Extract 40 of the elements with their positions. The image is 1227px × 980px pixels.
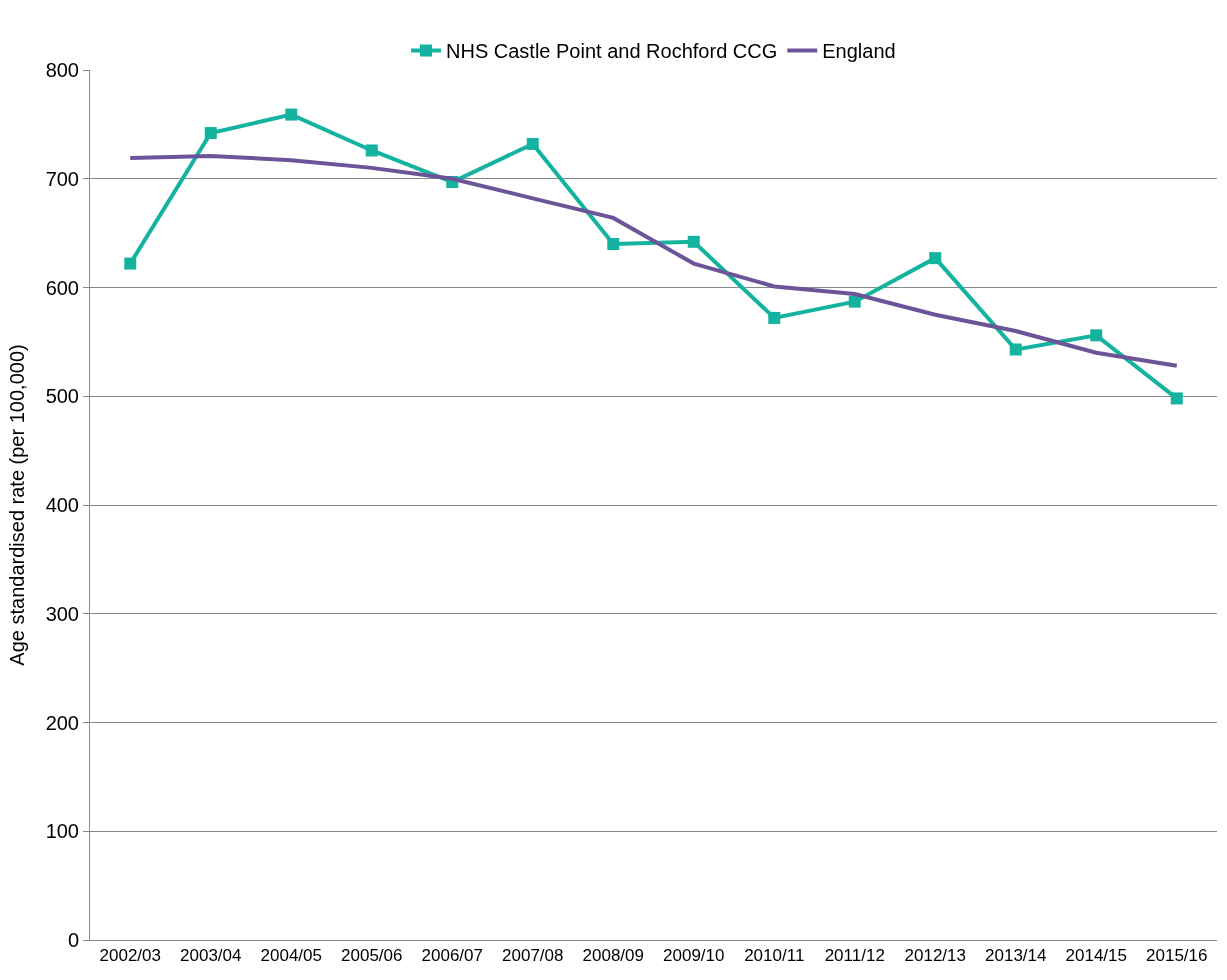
y-tick-label: 500 xyxy=(45,385,79,408)
point xyxy=(768,311,781,324)
point xyxy=(848,295,861,308)
point xyxy=(124,257,137,270)
y-tick-label: 400 xyxy=(45,494,79,516)
x-tick-label: 2003/04 xyxy=(180,946,242,966)
x-tick-label: 2006/07 xyxy=(421,946,483,966)
point xyxy=(204,127,217,140)
x-tick-label: 2007/08 xyxy=(502,946,564,966)
point xyxy=(1170,392,1183,405)
y-tick-label: 300 xyxy=(45,602,79,625)
y-tick-label: 0 xyxy=(67,929,79,951)
y-axis-title: Age standardised rate (per 100,000) xyxy=(6,344,29,666)
legend-label: England xyxy=(822,40,896,63)
point xyxy=(1090,329,1103,342)
point xyxy=(285,108,298,121)
x-tick-label: 2014/15 xyxy=(1065,946,1127,966)
point xyxy=(365,144,378,157)
x-tick-label: 2011/12 xyxy=(824,946,885,966)
x-tick-label: 2008/09 xyxy=(582,946,644,966)
point xyxy=(607,238,620,250)
x-tick-label: 2004/05 xyxy=(260,946,322,966)
x-tick-label: 2009/10 xyxy=(663,946,725,966)
x-tick-label: 2002/03 xyxy=(99,946,161,966)
x-tick-label: 2015/16 xyxy=(1146,946,1208,966)
point xyxy=(1009,343,1022,356)
x-tick-label: 2012/13 xyxy=(904,946,966,966)
x-tick-label: 2013/14 xyxy=(985,946,1047,966)
y-tick-label: 200 xyxy=(45,711,79,734)
line-series xyxy=(128,153,1179,368)
y-tick-label: 800 xyxy=(45,59,79,81)
point xyxy=(929,252,942,265)
y-tick-label: 700 xyxy=(45,167,79,190)
point xyxy=(526,137,539,150)
y-tick-label: 100 xyxy=(45,820,79,843)
point xyxy=(687,235,700,248)
x-tick-label: 2005/06 xyxy=(341,946,403,966)
legend-label: NHS Castle Point and Rochford CCG xyxy=(446,40,778,63)
x-tick-label: 2010/11 xyxy=(744,946,805,966)
y-tick-label: 600 xyxy=(45,276,79,299)
